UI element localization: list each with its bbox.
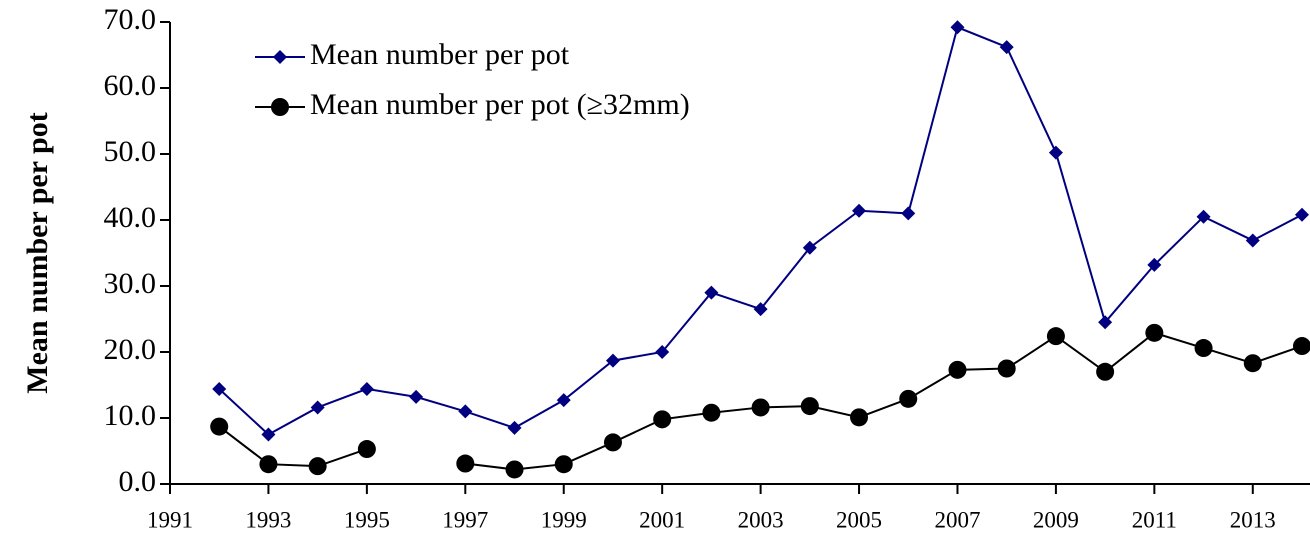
legend-label: Mean number per pot xyxy=(310,38,570,71)
legend-marker xyxy=(271,98,289,116)
x-tick-label: 2007 xyxy=(934,507,980,532)
data-point xyxy=(605,353,620,368)
data-point xyxy=(901,206,916,221)
data-point xyxy=(950,20,965,35)
data-point xyxy=(1048,145,1063,160)
y-tick-label: 20.0 xyxy=(104,333,157,366)
data-point xyxy=(899,389,918,408)
data-point xyxy=(1098,315,1113,330)
data-point xyxy=(1295,207,1309,222)
data-point xyxy=(802,240,817,255)
y-tick-label: 60.0 xyxy=(104,69,157,102)
y-tick-label: 50.0 xyxy=(104,135,157,168)
data-point xyxy=(1243,354,1262,373)
x-tick-label: 2009 xyxy=(1033,507,1079,532)
data-point xyxy=(852,203,867,218)
data-point xyxy=(1194,339,1213,358)
y-tick-label: 10.0 xyxy=(104,399,157,432)
data-point xyxy=(1293,337,1310,356)
legend-label: Mean number per pot (≥32mm) xyxy=(310,88,690,121)
data-point xyxy=(210,417,229,436)
x-tick-label: 2013 xyxy=(1230,507,1276,532)
y-tick-label: 40.0 xyxy=(104,201,157,234)
y-tick-label: 0.0 xyxy=(119,465,157,498)
data-point xyxy=(603,433,622,452)
data-point xyxy=(653,410,672,429)
legend-marker xyxy=(273,50,287,64)
data-point xyxy=(702,403,721,422)
x-tick-label: 1993 xyxy=(245,507,291,532)
data-point xyxy=(753,302,768,317)
data-point xyxy=(556,393,571,408)
data-point xyxy=(850,408,869,427)
data-point xyxy=(554,455,573,474)
data-point xyxy=(1145,323,1164,342)
data-point xyxy=(458,404,473,419)
data-point xyxy=(507,420,522,435)
data-point xyxy=(409,389,424,404)
x-tick-label: 1997 xyxy=(442,507,488,532)
data-point xyxy=(704,285,719,300)
x-tick-label: 2011 xyxy=(1132,507,1177,532)
data-point xyxy=(308,457,327,476)
y-axis-label: Mean number per pot xyxy=(21,112,54,393)
y-tick-label: 30.0 xyxy=(104,267,157,300)
data-point xyxy=(655,345,670,359)
data-point xyxy=(999,40,1014,55)
data-point xyxy=(259,455,278,474)
data-point xyxy=(310,400,325,415)
data-point xyxy=(800,397,819,416)
x-tick-label: 1991 xyxy=(147,507,193,532)
data-point xyxy=(751,398,770,417)
x-tick-label: 2001 xyxy=(639,507,685,532)
data-point xyxy=(212,381,227,396)
data-point xyxy=(1046,327,1065,346)
data-point xyxy=(1096,362,1115,381)
data-point xyxy=(997,359,1016,378)
y-tick-label: 70.0 xyxy=(104,3,157,36)
data-point xyxy=(1196,209,1211,224)
x-tick-label: 2003 xyxy=(738,507,784,532)
data-point xyxy=(948,360,967,379)
x-tick-label: 2005 xyxy=(836,507,882,532)
data-point xyxy=(261,427,276,442)
x-tick-label: 1995 xyxy=(344,507,390,532)
data-point xyxy=(456,454,475,473)
x-tick-label: 1999 xyxy=(541,507,587,532)
data-point xyxy=(357,440,376,459)
data-point xyxy=(505,460,524,479)
data-point xyxy=(1147,257,1162,272)
data-point xyxy=(359,381,374,396)
data-point xyxy=(1245,233,1260,248)
